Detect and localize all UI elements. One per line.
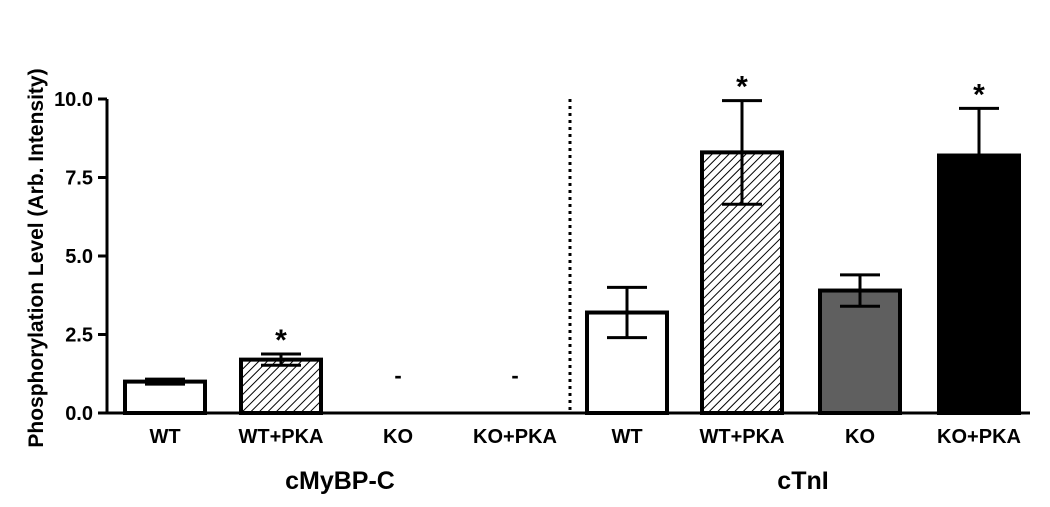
significance-annotation: * — [736, 71, 748, 104]
x-tick-label: WT+PKA — [239, 426, 324, 448]
x-tick-label: KO+PKA — [937, 426, 1021, 448]
y-tick-label: 2.5 — [65, 325, 93, 347]
x-tick-label: WT+PKA — [700, 426, 785, 448]
x-tick-label: WT — [149, 426, 180, 448]
bar — [123, 379, 207, 416]
significance-annotation: * — [973, 78, 985, 111]
y-tick-label: 5.0 — [65, 246, 93, 268]
x-tick-label: KO+PKA — [473, 426, 557, 448]
x-tick-label: KO — [845, 426, 875, 448]
y-axis-label: Phosphorylation Level (Arb. Intensity) — [25, 68, 48, 447]
y-tick-label: 10.0 — [54, 89, 93, 111]
group-label: cMyBP-C — [285, 467, 395, 495]
bar — [239, 357, 323, 415]
bars — [123, 99, 1021, 416]
x-tick-label: WT — [611, 426, 642, 448]
significance-annotation: * — [275, 324, 287, 357]
significance-annotation: - — [511, 363, 518, 388]
significance-annotation: - — [394, 363, 401, 388]
bar — [818, 288, 902, 416]
x-tick-label: KO — [383, 426, 413, 448]
y-tick-label: 7.5 — [65, 168, 93, 190]
y-tick-label: 0.0 — [65, 403, 93, 425]
group-label: cTnI — [777, 467, 828, 495]
labels: 0.0 2.5 5.0 7.5 10.0 Phosphorylation Level (A… — [25, 68, 1021, 495]
